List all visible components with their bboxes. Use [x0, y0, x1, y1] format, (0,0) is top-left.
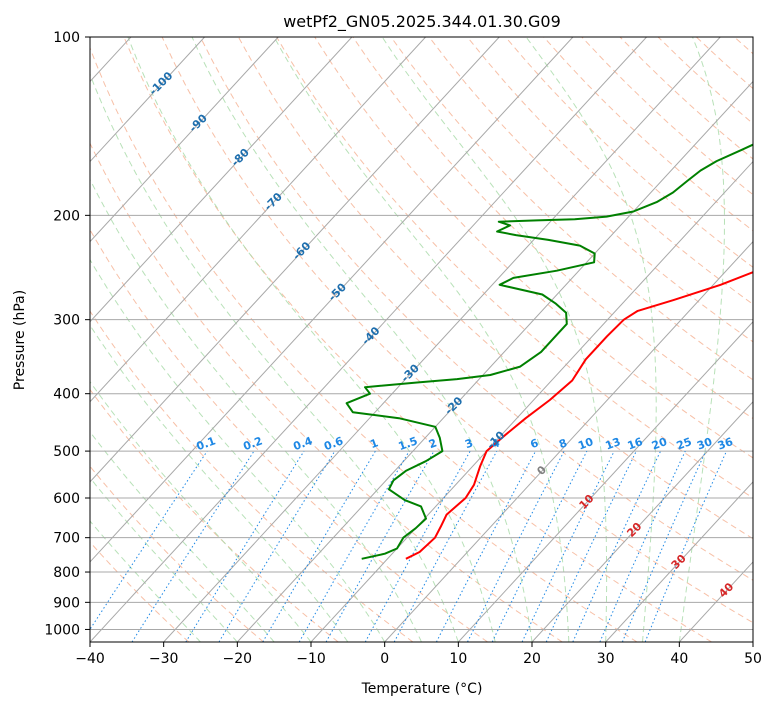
chart-title: wetPf2_GN05.2025.344.01.30.G09: [283, 12, 561, 32]
x-tick-label: 30: [597, 651, 615, 667]
x-tick-label: −20: [223, 651, 253, 667]
y-tick-label: 300: [53, 313, 80, 329]
y-tick-label: 100: [53, 30, 80, 46]
x-tick-label: −30: [149, 651, 179, 667]
y-tick-label: 900: [53, 595, 80, 611]
x-tick-label: −10: [296, 651, 326, 667]
x-tick-label: 10: [449, 651, 467, 667]
y-tick-label: 1000: [44, 622, 80, 638]
x-tick-label: 20: [523, 651, 541, 667]
y-tick-label: 200: [53, 208, 80, 224]
y-tick-label: 600: [53, 491, 80, 507]
y-tick-label: 500: [53, 444, 80, 460]
y-tick-label: 700: [53, 531, 80, 547]
y-tick-label: 800: [53, 565, 80, 581]
y-tick-label: 400: [53, 387, 80, 403]
x-tick-label: 0: [380, 651, 389, 667]
x-tick-label: 40: [670, 651, 688, 667]
x-tick-label: 50: [744, 651, 762, 667]
x-tick-label: −40: [75, 651, 105, 667]
x-axis-label: Temperature (°C): [361, 681, 483, 697]
y-axis-label: Pressure (hPa): [12, 290, 28, 390]
